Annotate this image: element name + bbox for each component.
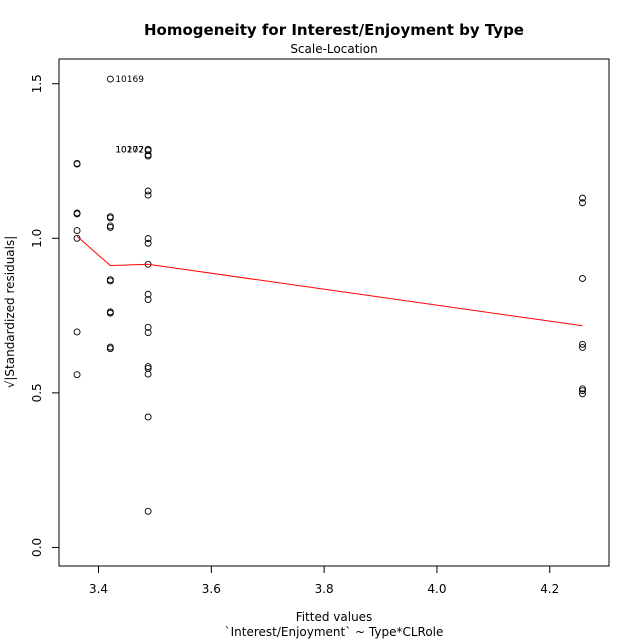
data-point <box>73 160 81 168</box>
data-point <box>106 75 114 83</box>
data-point <box>144 413 152 421</box>
y-tick-label: 0.5 <box>30 383 44 402</box>
data-point <box>579 343 586 351</box>
chart-title: Homogeneity for Interest/Enjoyment by Ty… <box>144 21 524 39</box>
x-tick-label: 3.8 <box>315 582 334 596</box>
data-point <box>144 363 152 371</box>
data-point <box>144 235 152 243</box>
smooth-line <box>76 236 583 327</box>
y-tick-label: 0.0 <box>30 538 44 557</box>
data-point <box>144 290 152 298</box>
data-point <box>579 194 586 202</box>
data-point <box>579 199 586 207</box>
data-points <box>73 75 586 515</box>
data-point <box>579 387 586 395</box>
chart-subtitle: Scale-Location <box>290 42 377 56</box>
data-point <box>106 309 114 317</box>
point-annotation: 10202 <box>115 145 144 155</box>
data-point <box>73 234 81 242</box>
x-tick-label: 4.0 <box>427 582 446 596</box>
data-point <box>144 370 152 378</box>
data-point <box>106 214 114 222</box>
data-point <box>144 187 152 195</box>
data-point <box>144 296 152 303</box>
x-axis-formula-label: `Interest/Enjoyment` ~ Type*CLRole <box>225 625 444 639</box>
data-point <box>144 323 152 331</box>
data-point <box>144 239 152 247</box>
x-tick-label: 3.4 <box>89 582 108 596</box>
plot-frame <box>58 58 610 567</box>
y-tick-label: 1.5 <box>30 74 44 93</box>
data-point <box>579 275 586 282</box>
x-axis: 3.4 3.6 3.8 4.0 4.2 <box>89 566 559 596</box>
data-point <box>579 385 586 393</box>
y-axis: 0.0 0.5 1.0 1.5 <box>30 74 59 557</box>
data-point <box>144 329 152 337</box>
data-point <box>73 328 81 336</box>
point-annotation: 10169 <box>115 75 144 85</box>
data-point <box>144 191 152 199</box>
x-axis-label: Fitted values <box>296 610 373 624</box>
data-point <box>579 390 586 398</box>
data-point <box>579 340 586 348</box>
point-annotation: 10177 <box>115 145 144 155</box>
data-point <box>73 227 81 235</box>
data-point <box>73 371 81 379</box>
y-axis-label: √|Standardized residuals| <box>3 236 17 389</box>
data-point <box>144 507 152 515</box>
y-tick-label: 1.0 <box>30 229 44 248</box>
data-point <box>106 224 114 231</box>
x-tick-label: 3.6 <box>202 582 221 596</box>
x-tick-label: 4.2 <box>540 582 559 596</box>
data-point <box>106 277 114 285</box>
data-point <box>106 345 114 353</box>
data-point <box>73 210 81 218</box>
data-point <box>144 152 152 160</box>
